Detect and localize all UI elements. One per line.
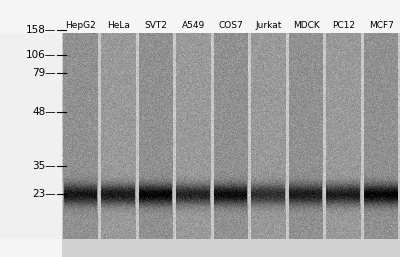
Text: PC12: PC12	[332, 21, 355, 30]
Text: MDCK: MDCK	[293, 21, 320, 30]
Text: HepG2: HepG2	[66, 21, 96, 30]
Text: Jurkat: Jurkat	[255, 21, 282, 30]
Text: 35—: 35—	[32, 161, 56, 171]
Text: 23—: 23—	[32, 189, 56, 199]
Text: A549: A549	[182, 21, 205, 30]
Text: 48—: 48—	[32, 107, 56, 117]
Text: 106—: 106—	[26, 50, 56, 60]
Text: MCF7: MCF7	[369, 21, 394, 30]
Text: SVT2: SVT2	[144, 21, 167, 30]
Text: HeLa: HeLa	[107, 21, 130, 30]
Text: 79—: 79—	[32, 68, 56, 78]
Text: 158—: 158—	[26, 25, 56, 34]
Text: COS7: COS7	[219, 21, 243, 30]
